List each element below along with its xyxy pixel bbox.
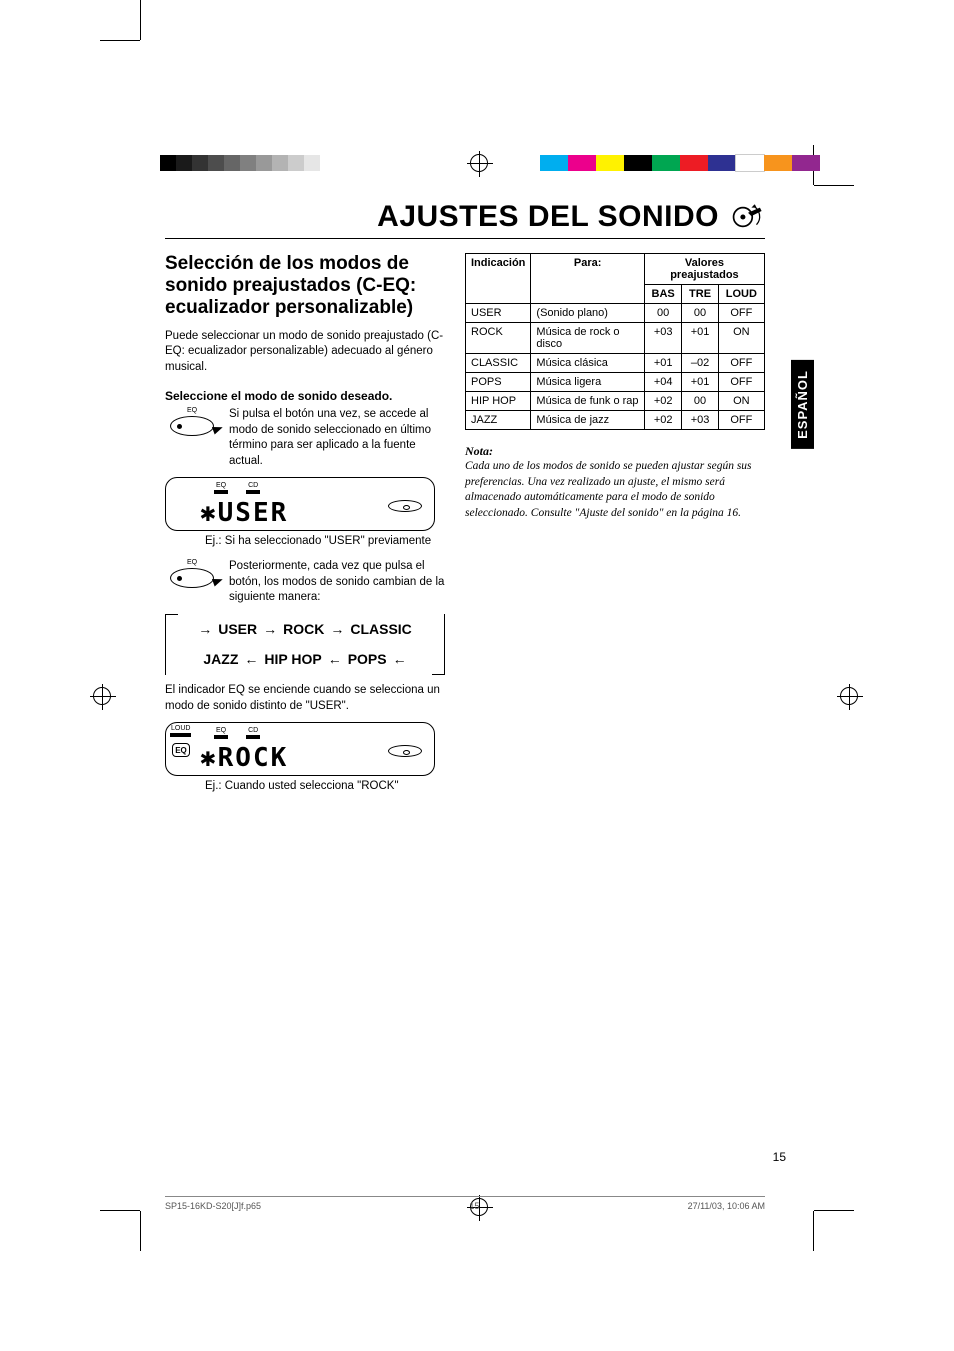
step-text: Posteriormente, cada vez que pulsa el bo… xyxy=(229,559,445,606)
note-heading: Nota: xyxy=(465,444,765,459)
cell-indication: CLASSIC xyxy=(466,354,531,373)
cell-tre: –02 xyxy=(682,354,718,373)
lcd-caption: Ej.: Si ha seleccionado "USER" previamen… xyxy=(205,535,445,547)
table-header: BAS xyxy=(644,285,682,304)
print-footer: SP15-16KD-S20[J]f.p65 15 27/11/03, 10:06… xyxy=(165,1196,765,1211)
lcd-display: LOUD EQ CD EQ ✱ROCK xyxy=(165,722,435,776)
cell-for: Música de funk o rap xyxy=(531,392,644,411)
cell-for: Música clásica xyxy=(531,354,644,373)
intro-text: Puede seleccionar un modo de sonido prea… xyxy=(165,329,445,376)
lcd-indicator: EQ xyxy=(214,482,228,494)
lcd-segment-text: ✱USER xyxy=(200,498,288,528)
cell-indication: ROCK xyxy=(466,323,531,354)
step-heading: Seleccione el modo de sonido deseado. xyxy=(165,389,445,403)
cell-for: (Sonido plano) xyxy=(531,304,644,323)
lcd-indicator: CD xyxy=(246,727,260,739)
eq-label: EQ xyxy=(187,407,197,414)
table-row: HIP HOPMúsica de funk o rap+0200ON xyxy=(466,392,765,411)
cell-indication: JAZZ xyxy=(466,411,531,430)
body-text: El indicador EQ se enciende cuando se se… xyxy=(165,683,445,714)
language-tab: ESPAÑOL xyxy=(791,360,814,449)
page-number: 15 xyxy=(773,1150,786,1164)
cell-loud: OFF xyxy=(718,354,764,373)
cell-loud: OFF xyxy=(718,411,764,430)
footer-date: 27/11/03, 10:06 AM xyxy=(688,1201,765,1211)
cycle-item: JAZZ xyxy=(203,644,238,675)
lcd-indicator: EQ xyxy=(214,727,228,739)
cell-loud: ON xyxy=(718,392,764,411)
cell-bas: +02 xyxy=(644,411,682,430)
cell-for: Música ligera xyxy=(531,373,644,392)
eq-button-icon: EQ xyxy=(165,559,219,606)
crop-mark xyxy=(100,1201,150,1251)
grayscale-calibration-bar xyxy=(160,155,320,171)
cell-loud: OFF xyxy=(718,304,764,323)
registration-target-icon xyxy=(840,687,858,705)
page-header: AJUSTES DEL SONIDO xyxy=(165,200,765,239)
eq-badge-icon: EQ xyxy=(172,743,190,757)
cycle-item: POPS xyxy=(348,644,387,675)
preset-table: Indicación Para: Valores preajustados BA… xyxy=(465,253,765,430)
cell-tre: +01 xyxy=(682,373,718,392)
cell-bas: +01 xyxy=(644,354,682,373)
cell-bas: +04 xyxy=(644,373,682,392)
color-calibration-bar xyxy=(540,155,820,171)
page-content: AJUSTES DEL SONIDO Selección de los modo… xyxy=(165,200,765,804)
section-heading: Selección de los modos de sonido preajus… xyxy=(165,253,445,319)
cell-tre: +01 xyxy=(682,323,718,354)
cell-indication: POPS xyxy=(466,373,531,392)
cell-loud: ON xyxy=(718,323,764,354)
mode-cycle-diagram: → USER→ ROCK→ CLASSIC JAZZ← HIP HOP← POP… xyxy=(165,614,445,676)
cell-bas: +03 xyxy=(644,323,682,354)
registration-target-icon xyxy=(93,687,111,705)
cycle-item: USER xyxy=(218,614,257,645)
disc-icon xyxy=(388,500,422,512)
cell-tre: 00 xyxy=(682,304,718,323)
cell-bas: +02 xyxy=(644,392,682,411)
lcd-segment-text: ✱ROCK xyxy=(200,743,288,773)
crop-mark xyxy=(100,0,150,50)
cell-indication: USER xyxy=(466,304,531,323)
eq-label: EQ xyxy=(187,559,197,566)
hand-dial-icon xyxy=(731,202,765,232)
footer-page: 15 xyxy=(469,1201,479,1211)
cell-for: Música de jazz xyxy=(531,411,644,430)
note-body: Cada uno de los modos de sonido se puede… xyxy=(465,459,765,521)
lcd-caption: Ej.: Cuando usted selecciona "ROCK" xyxy=(205,780,445,792)
table-header: TRE xyxy=(682,285,718,304)
table-row: CLASSICMúsica clásica+01–02OFF xyxy=(466,354,765,373)
table-row: POPSMúsica ligera+04+01OFF xyxy=(466,373,765,392)
cell-for: Música de rock o disco xyxy=(531,323,644,354)
cycle-item: HIP HOP xyxy=(264,644,321,675)
cell-tre: +03 xyxy=(682,411,718,430)
cell-indication: HIP HOP xyxy=(466,392,531,411)
cell-tre: 00 xyxy=(682,392,718,411)
cycle-item: ROCK xyxy=(283,614,324,645)
disc-icon xyxy=(388,745,422,757)
lcd-indicator: CD xyxy=(246,482,260,494)
registration-target-icon xyxy=(470,154,488,172)
cell-loud: OFF xyxy=(718,373,764,392)
table-row: JAZZMúsica de jazz+02+03OFF xyxy=(466,411,765,430)
eq-button-icon: EQ xyxy=(165,407,219,469)
page-title: AJUSTES DEL SONIDO xyxy=(377,200,719,234)
table-row: ROCKMúsica de rock o disco+03+01ON xyxy=(466,323,765,354)
table-header: Para: xyxy=(531,254,644,304)
cycle-item: CLASSIC xyxy=(350,614,411,645)
table-row: USER(Sonido plano)0000OFF xyxy=(466,304,765,323)
cell-bas: 00 xyxy=(644,304,682,323)
lcd-indicator: LOUD xyxy=(170,725,191,737)
footer-file: SP15-16KD-S20[J]f.p65 xyxy=(165,1201,261,1211)
lcd-display: EQ CD ✱USER xyxy=(165,477,435,531)
step-text: Si pulsa el botón una vez, se accede al … xyxy=(229,407,445,469)
table-header: LOUD xyxy=(718,285,764,304)
crop-mark xyxy=(804,1201,854,1251)
table-header: Valores preajustados xyxy=(644,254,764,285)
table-header: Indicación xyxy=(466,254,531,304)
